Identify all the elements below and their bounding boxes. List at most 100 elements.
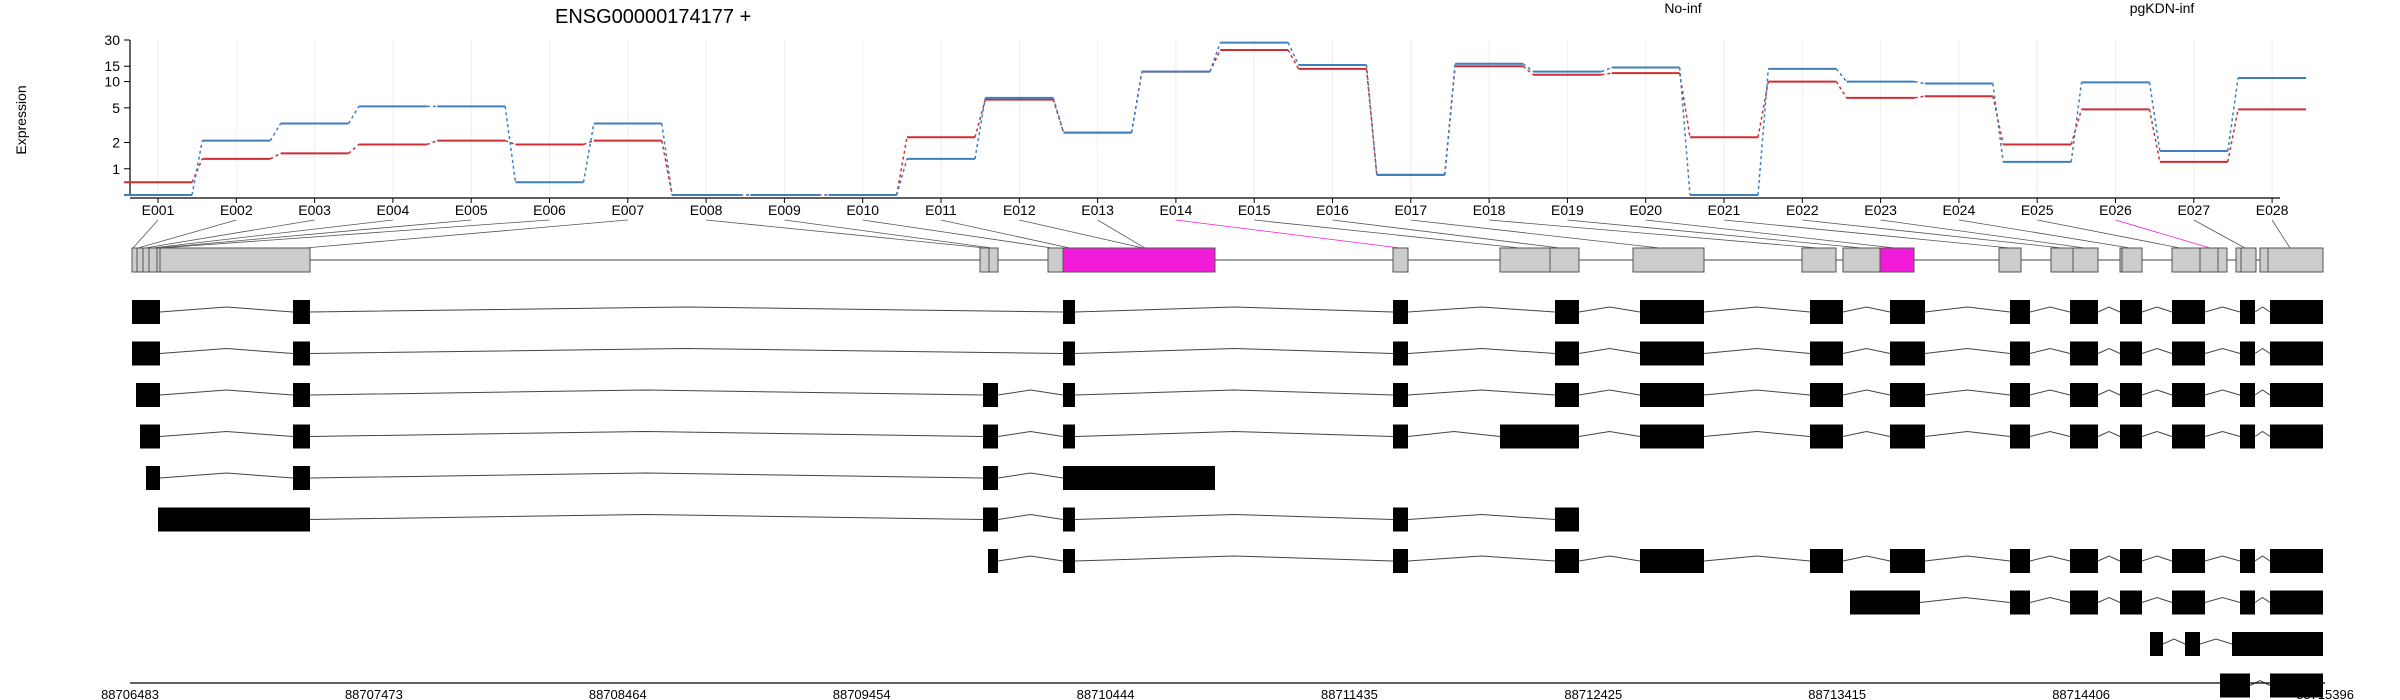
- transcript-exon: [1890, 424, 1925, 449]
- series-connector: [583, 139, 595, 146]
- intron: [1703, 430, 1811, 437]
- gene-model-exon: [131, 247, 138, 273]
- transcript-exon: [293, 466, 310, 490]
- transcript-exon: [2120, 549, 2142, 573]
- exon-label: E008: [690, 202, 723, 218]
- transcript-exon: [2010, 383, 2030, 407]
- exon-connector: [1254, 219, 1521, 249]
- transcript-exon: [2172, 590, 2205, 615]
- genomic-tick-label: 88715396: [2296, 687, 2354, 700]
- transcript-exon: [1555, 507, 1579, 532]
- gene-model-exon: [2259, 247, 2269, 273]
- genomic-tick-label: 88713415: [1808, 687, 1866, 700]
- transcript-exon: [1810, 549, 1843, 573]
- series-connector: [661, 140, 673, 196]
- gridlines: [157, 40, 2273, 195]
- genomic-tick-label: 88711435: [1321, 687, 1378, 700]
- intron: [1919, 596, 2011, 603]
- intron: [309, 472, 984, 479]
- y-tick-label: 10: [104, 74, 120, 90]
- transcript-exon: [1810, 341, 1843, 366]
- genomic-tick-label: 88708464: [589, 687, 647, 700]
- gene-model-exon: [148, 247, 158, 273]
- exon-connector: [940, 219, 1071, 249]
- exon-connector: [1175, 219, 1401, 249]
- intron: [2204, 347, 2241, 354]
- transcript-exon: [140, 424, 160, 449]
- genomic-axis: 88706483 88707473 88708464 88709454 88710444…: [101, 682, 2354, 700]
- intron: [2097, 306, 2121, 313]
- transcript-exon: [2172, 383, 2205, 407]
- exon-connector: [1489, 219, 1819, 249]
- intron: [1842, 555, 1891, 562]
- intron: [159, 347, 294, 354]
- intron: [1842, 389, 1891, 396]
- gene-model-exon: [2072, 247, 2099, 273]
- intron: [2204, 596, 2241, 603]
- series-connector: [2227, 109, 2239, 163]
- series-connector: [1835, 68, 1848, 83]
- transcript-exon: [2270, 549, 2323, 573]
- intron: [1924, 430, 2011, 437]
- transcript: [2150, 632, 2323, 656]
- transcripts: [132, 300, 2323, 698]
- intron: [2141, 555, 2173, 562]
- intron: [2204, 389, 2241, 396]
- intron: [2141, 596, 2173, 603]
- intron: [159, 430, 294, 437]
- transcript-exon: [2120, 590, 2142, 615]
- y-tick-label: 2: [112, 135, 120, 151]
- transcript-exon: [146, 466, 160, 490]
- series-connector: [1287, 49, 1300, 70]
- intron: [2029, 555, 2071, 562]
- exon-connector: [1880, 219, 2086, 249]
- series-connector: [1992, 83, 2004, 162]
- transcript-exon: [2070, 549, 2098, 573]
- exon-label: E028: [2256, 202, 2289, 218]
- transcript-exon: [1890, 341, 1925, 366]
- series-connector: [974, 97, 987, 159]
- intron: [2254, 306, 2271, 313]
- transcript: [988, 549, 2323, 573]
- intron: [1407, 430, 1501, 437]
- transcript-exon: [2172, 341, 2205, 366]
- exon-connector: [159, 219, 550, 249]
- exon-label: E007: [611, 202, 644, 218]
- transcript-exon: [983, 383, 998, 407]
- intron: [159, 472, 294, 479]
- transcript-exon: [2270, 383, 2323, 407]
- series-connector: [1522, 65, 1534, 76]
- intron: [1842, 347, 1891, 354]
- transcript: [140, 424, 2323, 449]
- transcript: [132, 300, 2323, 324]
- intron: [1074, 555, 1394, 562]
- intron: [2029, 430, 2071, 437]
- transcript-exon: [1850, 590, 1920, 615]
- transcript-exon: [1063, 424, 1075, 449]
- series-connector: [1601, 66, 1612, 73]
- transcript-exon: [132, 341, 160, 366]
- series-connector: [1052, 97, 1065, 133]
- transcript-exon: [2240, 549, 2255, 573]
- transcript-exon: [2010, 590, 2030, 615]
- exon-connector: [137, 219, 237, 249]
- intron: [1407, 513, 1556, 520]
- intron: [2141, 306, 2173, 313]
- series-connector: [895, 158, 908, 196]
- transcript-exon: [2172, 300, 2205, 324]
- transcript: [146, 466, 1215, 490]
- series-connector: [582, 123, 595, 183]
- intron: [1924, 555, 2011, 562]
- series-connector: [2227, 77, 2239, 152]
- transcript: [136, 383, 2323, 407]
- transcript-exon: [2172, 424, 2205, 449]
- intron: [309, 306, 1064, 313]
- series-connector: [895, 137, 908, 196]
- series-connector: [1601, 72, 1612, 76]
- transcript-exon: [2240, 341, 2255, 366]
- transcript-exon: [1640, 549, 1704, 573]
- exon-label: E004: [377, 202, 410, 218]
- exon-label: E016: [1316, 202, 1349, 218]
- series-connector: [2148, 109, 2161, 163]
